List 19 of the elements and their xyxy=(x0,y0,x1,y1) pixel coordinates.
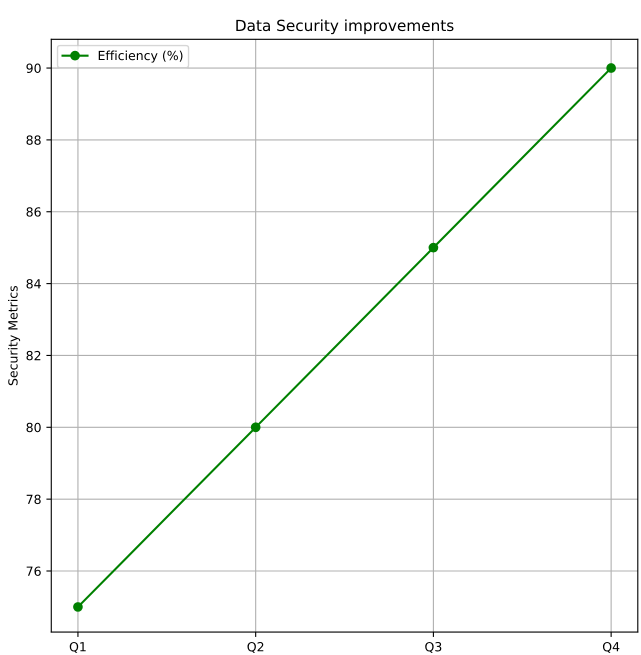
y-tick-label: 82 xyxy=(26,350,40,360)
point xyxy=(250,422,261,432)
y-tick-label: 88 xyxy=(26,135,41,145)
x-tick-label: Q4 xyxy=(602,642,620,653)
point xyxy=(606,63,616,73)
y-axis-title: Security Metrics xyxy=(8,286,20,386)
x-tick-label: Q1 xyxy=(70,642,86,653)
legend-label: Efficiency (%) xyxy=(98,50,182,63)
y-tick-label: 76 xyxy=(26,566,41,576)
chart-title: Data Security improvements xyxy=(236,19,454,34)
y-tick-label: 90 xyxy=(26,64,41,73)
y-tick-label: 78 xyxy=(26,494,41,504)
x-tick-label: Q2 xyxy=(247,642,264,653)
point xyxy=(428,242,438,253)
y-tick-label: 86 xyxy=(26,207,41,217)
x-tick-label: Q3 xyxy=(425,642,442,653)
y-tick-label: 84 xyxy=(26,279,41,289)
point xyxy=(73,602,83,612)
y-tick-label: 80 xyxy=(26,422,41,432)
